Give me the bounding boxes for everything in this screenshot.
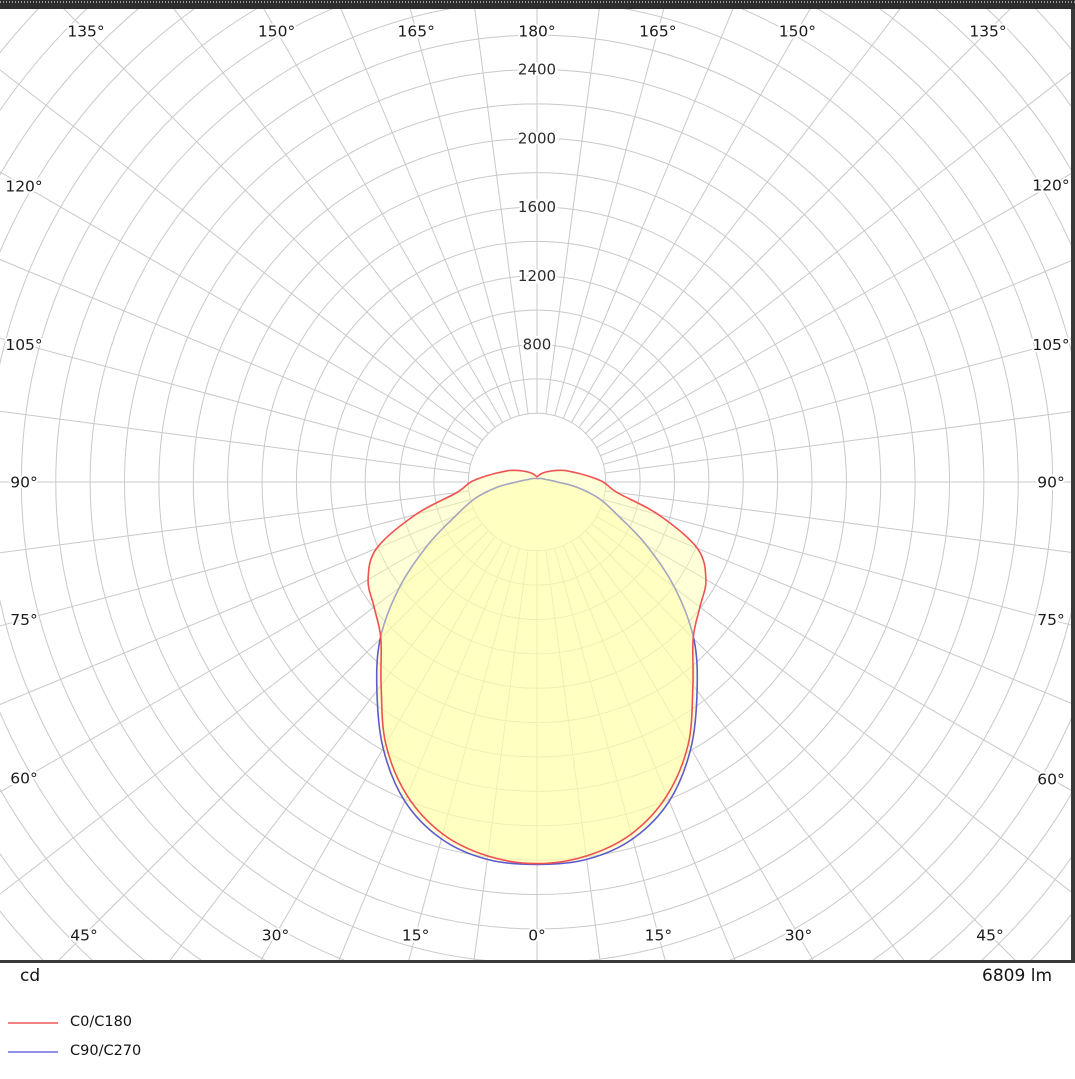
angle-label: 150°	[779, 23, 816, 41]
angle-label: 60°	[10, 770, 37, 788]
grid-spoke	[173, 9, 496, 428]
grid-spoke	[591, 68, 1075, 441]
grid-spoke	[0, 171, 478, 449]
grid-spoke	[605, 410, 1075, 474]
angle-label: 150°	[258, 23, 295, 41]
luminous-flux-label: 6809 lm	[982, 966, 1052, 986]
legend: C0/C180 C90/C270	[0, 1008, 400, 1066]
angle-label: 120°	[5, 177, 42, 195]
angle-label: 75°	[1037, 611, 1064, 629]
grid-spoke	[562, 545, 737, 962]
grid-spoke	[0, 515, 478, 793]
c90-c270-curve	[375, 477, 699, 866]
top-grip-bar	[0, 0, 1075, 9]
polar-plot-area: 800 1200 1600 2000 2400 0° 15° 15° 30° 30° 45° 45° 6…	[0, 9, 1075, 962]
grid-spoke	[0, 69, 483, 441]
angle-label: 60°	[1037, 770, 1064, 788]
ring-label: 1600	[518, 198, 556, 216]
grid-spoke	[545, 550, 601, 962]
grid-spoke	[409, 9, 520, 416]
angle-label: 105°	[5, 336, 42, 354]
grid-spoke	[596, 170, 1075, 449]
grid-spoke	[570, 541, 815, 962]
grid-spoke	[585, 9, 1011, 434]
grid-spoke	[600, 507, 1075, 706]
grid-spoke	[340, 9, 512, 419]
angle-label: 45°	[976, 927, 1003, 945]
angle-label: 15°	[645, 927, 672, 945]
grid-spoke	[0, 410, 469, 474]
grid-spoke	[545, 9, 600, 414]
angle-labels: 0° 15° 15° 30° 30° 45° 45° 60° 60° 75° 75° 90° 90° 10…	[3, 21, 1071, 947]
grid-spoke	[0, 259, 474, 457]
grid-spoke	[473, 550, 529, 962]
grid-spoke	[578, 9, 901, 428]
grid-spoke	[603, 337, 1075, 465]
angle-label: 75°	[10, 611, 37, 629]
angle-label: 30°	[785, 927, 812, 945]
grid-spoke	[0, 337, 471, 465]
legend-item-c0-c180: C0/C180	[0, 1008, 400, 1037]
ring-label: 2400	[518, 61, 556, 79]
legend-item-c90-c270: C90/C270	[0, 1037, 400, 1066]
c0-c180-label: C0/C180	[70, 1014, 133, 1030]
ring-label: 1200	[518, 267, 556, 285]
angle-label: 165°	[639, 23, 676, 41]
angle-label: 135°	[969, 23, 1006, 41]
angle-label: 165°	[398, 23, 435, 41]
c0-c180-line-swatch	[8, 1022, 58, 1024]
c90-c270-line-swatch	[8, 1051, 58, 1053]
grid-spoke	[0, 499, 471, 627]
ring-label: 2000	[518, 129, 556, 147]
grid-spoke	[168, 536, 496, 962]
c90-c270-label: C90/C270	[70, 1043, 142, 1059]
grid-spoke	[596, 515, 1075, 794]
angle-label: 90°	[10, 474, 37, 492]
radial-unit-label: cd	[20, 966, 41, 986]
grid-spoke	[0, 523, 483, 895]
angle-label: 105°	[1032, 336, 1069, 354]
polar-intensity-diagram: 800 1200 1600 2000 2400 0° 15° 15° 30° 30° 45° 45° 6…	[0, 9, 1075, 962]
grid-spoke	[603, 499, 1075, 627]
grid-spoke	[56, 530, 489, 962]
angle-label: 15°	[402, 927, 429, 945]
ring-axis-labels: 800 1200 1600 2000 2400	[515, 58, 558, 356]
grid-spoke	[0, 507, 474, 705]
angle-label: 90°	[1037, 474, 1064, 492]
grid-spoke	[337, 545, 512, 962]
c0-c180-curve	[367, 469, 707, 865]
ring-label: 800	[523, 336, 552, 354]
angle-label: 0°	[528, 927, 546, 945]
grid-spoke	[263, 9, 504, 423]
angle-label: 30°	[262, 927, 289, 945]
grid-spoke	[605, 490, 1075, 554]
grid-spoke	[474, 9, 529, 414]
grid-spoke	[591, 523, 1075, 896]
plot-bottom-separator	[0, 960, 1075, 963]
angle-label: 135°	[67, 23, 104, 41]
grid-spoke	[585, 530, 1018, 962]
angle-label: 45°	[70, 927, 97, 945]
grid-spoke	[562, 9, 734, 419]
grid-spoke	[578, 536, 906, 962]
grid-spoke	[570, 9, 811, 423]
grid-spoke	[554, 548, 667, 962]
grid-spoke	[554, 9, 665, 416]
grid-spoke	[407, 548, 520, 962]
angle-label: 120°	[1032, 177, 1069, 195]
plot-right-border	[1071, 9, 1075, 962]
grid-spoke	[0, 490, 469, 554]
polar-grid	[0, 9, 1075, 962]
grid-spoke	[63, 9, 489, 434]
grid-spoke	[600, 258, 1075, 457]
angle-label: 180°	[518, 23, 555, 41]
grid-spoke	[259, 541, 504, 962]
